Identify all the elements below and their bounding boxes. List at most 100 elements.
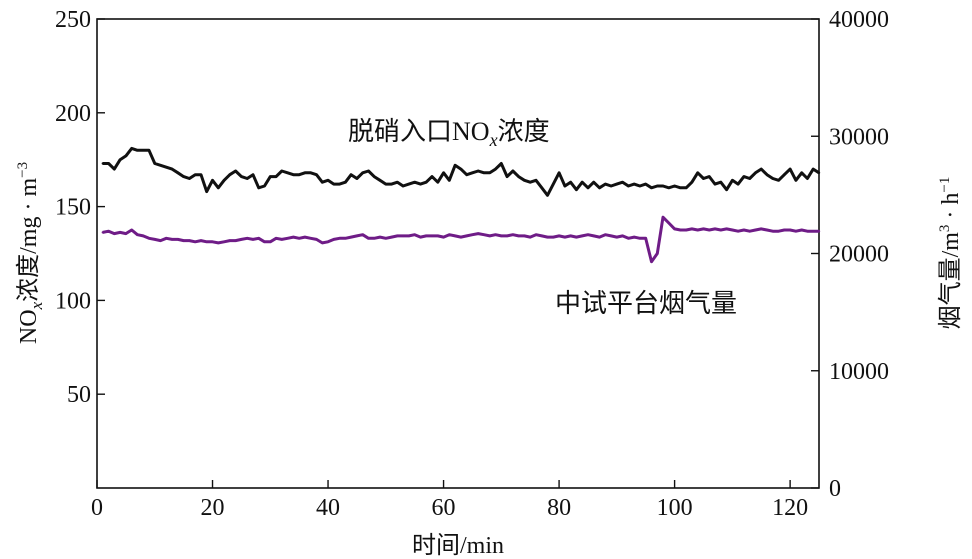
series-1-label: 脱硝入口NOx浓度 [348, 117, 550, 150]
series-1-point [182, 175, 185, 178]
series-2-point [211, 240, 214, 243]
series-2-point [170, 238, 174, 241]
series-2-point [153, 238, 156, 241]
series-2-point [621, 234, 624, 238]
series-1-point [667, 186, 670, 189]
series-1-point [263, 184, 266, 188]
series-2-point [332, 238, 335, 241]
series-1-point [401, 184, 405, 188]
series-1-point [419, 182, 422, 186]
series-1-point [713, 182, 717, 186]
series-2-point [257, 237, 260, 240]
y-right-tick-label: 40000 [829, 7, 889, 33]
series-2-point [453, 234, 457, 238]
series-2-point [459, 235, 463, 239]
series-1-point [517, 175, 520, 178]
series-2-point [118, 231, 122, 234]
series-1-point [685, 186, 688, 189]
series-2-point [246, 237, 249, 240]
series-2-point [708, 228, 711, 232]
series-2-point [505, 234, 509, 238]
series-1-point [719, 181, 722, 184]
series-2-point [401, 234, 405, 238]
series-1-point [760, 167, 763, 171]
series-2-label-part: 中试平台烟气量 [555, 289, 737, 318]
series-1-point [205, 190, 208, 193]
series-1-point [529, 181, 532, 184]
x-tick-label: 120 [772, 495, 808, 521]
series-2-point [638, 237, 642, 240]
series-2-point [760, 227, 763, 231]
series-2-point [442, 235, 445, 239]
series-1-point [130, 147, 133, 150]
series-2-point [788, 228, 792, 232]
series-1-point [569, 181, 572, 184]
series-2-point [188, 239, 191, 242]
series-1-point [436, 181, 439, 184]
series-2-point [800, 228, 803, 232]
series-2-point [748, 230, 751, 233]
series-1-point [107, 162, 110, 165]
series-1-point [505, 175, 509, 178]
y-right-title-part: · h [938, 193, 964, 225]
series-1-point [136, 149, 139, 152]
series-1-label-part: 浓度 [498, 117, 550, 146]
series-1-point [413, 181, 416, 184]
series-1-point [303, 171, 307, 174]
series-1-point [673, 184, 676, 188]
series-2-point [477, 232, 480, 235]
series-1-point [661, 184, 665, 188]
series-1-point [280, 169, 283, 173]
series-1-point [384, 182, 387, 186]
series-1-point [378, 179, 382, 182]
y-right-title-sup: −1 [937, 177, 953, 193]
x-tick-label: 100 [657, 495, 693, 521]
series-1-point [159, 164, 162, 167]
series-2-point [194, 240, 197, 243]
series-1-point [430, 175, 434, 178]
series-2-point [315, 238, 318, 241]
series-2-point [165, 237, 168, 240]
series-2-point [627, 237, 630, 240]
y-left-tick-label: 150 [55, 195, 91, 221]
series-1-point [257, 186, 260, 189]
x-tick-label: 0 [91, 495, 103, 521]
series-2-point [806, 230, 809, 233]
series-2-point [696, 228, 699, 232]
series-1-point [142, 149, 145, 152]
series-2-point [147, 237, 151, 240]
series-1-point [274, 175, 278, 178]
series-1-point [552, 182, 555, 186]
series-1-point [633, 182, 636, 186]
y-right-title-part: 烟气量/m [937, 232, 964, 330]
series-1-point [690, 181, 694, 184]
series-2-point [107, 230, 110, 233]
series-1-point [482, 171, 486, 174]
x-tick-label: 40 [316, 495, 340, 521]
series-1-point [211, 179, 214, 182]
series-1-point [471, 171, 474, 174]
series-2-point [644, 237, 647, 240]
series-2-point [523, 234, 526, 238]
series-1-point [170, 167, 174, 171]
series-2-point [367, 237, 370, 240]
series-2-point [511, 233, 515, 236]
labels: 0 20 40 60 80 100 120 50 100 150 200 250 0 10000 20000… [15, 7, 964, 559]
series-2-point [731, 228, 734, 232]
series-1-label-part: 脱硝入口NO [348, 117, 490, 146]
series-1-point [615, 182, 618, 186]
series-2-point [303, 235, 307, 239]
series-2-point [142, 234, 145, 238]
x-axis-title: 时间/min [412, 532, 504, 559]
series-1-point [788, 167, 792, 171]
series-2-point [263, 240, 266, 243]
series-1-point [390, 182, 393, 186]
series-2-point [378, 235, 382, 239]
series-1-point [754, 171, 757, 174]
series-2-point [269, 240, 272, 243]
y-left-title-part: NO [16, 309, 42, 344]
series-1-point [165, 166, 168, 169]
series-1-point [315, 173, 318, 176]
series-2-point [783, 228, 786, 232]
series-1-point [575, 188, 578, 191]
